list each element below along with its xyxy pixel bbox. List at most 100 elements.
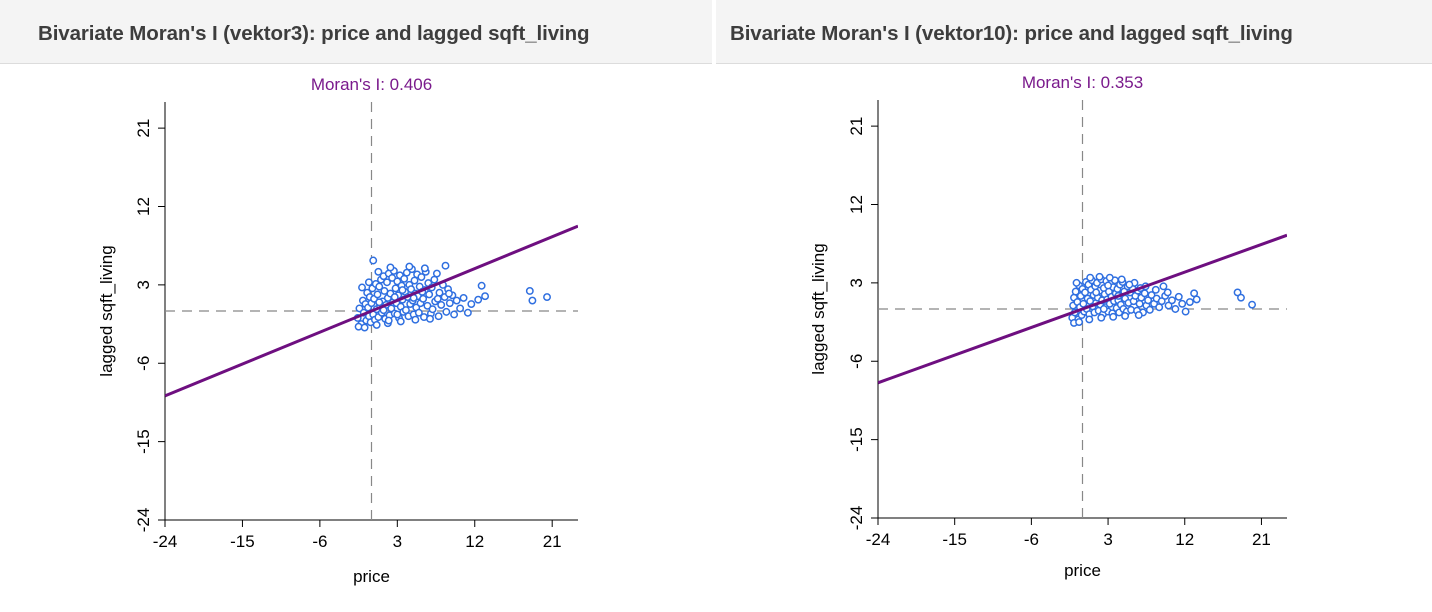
- data-point: [375, 298, 384, 307]
- x-tick-label: 3: [393, 532, 402, 551]
- x-tick-label: 3: [1103, 530, 1112, 549]
- data-point: [444, 289, 453, 298]
- data-point: [1163, 288, 1172, 297]
- x-tick-label: -15: [230, 532, 255, 551]
- data-point: [1145, 305, 1154, 314]
- y-tick-label: -6: [847, 354, 866, 369]
- data-point: [393, 310, 402, 319]
- data-point: [398, 286, 407, 295]
- data-point: [525, 287, 534, 295]
- window-titlebar: Bivariate Moran's I (vektor3): price and…: [0, 0, 712, 64]
- data-point: [1248, 300, 1257, 309]
- scatter-points: [353, 256, 551, 332]
- data-point: [434, 312, 443, 321]
- panel-vektor10: Bivariate Moran's I (vektor10): price an…: [716, 0, 1432, 612]
- y-axis-label: lagged sqft_living: [97, 245, 116, 376]
- y-tick-label: 21: [847, 117, 866, 136]
- data-point: [1164, 301, 1173, 310]
- data-point: [1168, 296, 1176, 305]
- data-point: [372, 320, 381, 329]
- window-title: Bivariate Moran's I (vektor10): price an…: [730, 22, 1293, 45]
- y-tick-label: 21: [134, 119, 153, 138]
- y-tick-label: -15: [134, 429, 153, 454]
- data-point: [1085, 315, 1094, 324]
- data-point: [419, 294, 428, 303]
- scatter-plot-vektor10[interactable]: Moran's I: 0.353 -24 -15 -6 3 12 21 -24 -15 -6 3 12…: [716, 0, 1432, 612]
- data-point: [1071, 287, 1080, 296]
- y-tick-label: -6: [134, 356, 153, 371]
- data-point: [1181, 307, 1190, 316]
- data-point: [432, 269, 441, 278]
- data-point: [1072, 278, 1081, 287]
- data-point: [417, 273, 426, 281]
- data-point: [1105, 273, 1114, 282]
- data-point: [1099, 305, 1108, 313]
- data-point: [452, 296, 461, 305]
- data-point: [388, 273, 397, 282]
- data-point: [364, 278, 373, 287]
- data-point: [1178, 299, 1187, 308]
- data-point: [420, 264, 429, 273]
- data-point: [369, 256, 378, 265]
- data-point: [1125, 280, 1134, 289]
- regression-line: [878, 233, 1287, 385]
- data-point: [1151, 285, 1160, 294]
- data-point: [1075, 318, 1084, 327]
- data-point: [1192, 295, 1201, 304]
- data-point: [441, 261, 450, 270]
- data-point: [437, 300, 446, 309]
- data-point: [1171, 305, 1180, 313]
- scatter-plot-vektor3[interactable]: Moran's I: 0.406 -24 -15 -6 3 12 21 -24 -15 -6 3 12…: [0, 0, 712, 612]
- panel-divider: [712, 0, 716, 612]
- x-tick-label: -15: [942, 530, 967, 549]
- data-point: [1104, 281, 1113, 290]
- x-axis-label: price: [1064, 561, 1101, 580]
- data-point: [1185, 298, 1194, 306]
- y-tick-label: 12: [134, 197, 153, 216]
- data-point: [1159, 282, 1168, 291]
- x-tick-label: 21: [1252, 530, 1271, 549]
- data-point: [450, 310, 459, 319]
- panel-vektor3: Bivariate Moran's I (vektor3): price and…: [0, 0, 712, 612]
- y-tick-label: -24: [847, 506, 866, 531]
- data-point: [375, 282, 384, 291]
- data-point: [426, 314, 434, 323]
- data-point: [1144, 296, 1153, 305]
- y-tick-label: 12: [847, 195, 866, 214]
- data-point: [1079, 299, 1088, 308]
- y-tick-label: -24: [134, 508, 153, 533]
- data-point: [1134, 311, 1143, 320]
- data-point: [1233, 288, 1242, 297]
- data-point: [1174, 292, 1183, 301]
- chart-title: Moran's I: 0.406: [311, 75, 432, 94]
- data-point: [543, 293, 551, 302]
- x-tick-label: 21: [543, 532, 562, 551]
- data-point: [396, 317, 405, 326]
- x-tick-label: 12: [465, 532, 484, 551]
- regression-line: [165, 224, 578, 398]
- data-point: [373, 290, 382, 299]
- data-point: [445, 299, 454, 308]
- y-tick-label: 3: [134, 280, 153, 289]
- data-point: [1157, 297, 1166, 306]
- x-tick-label: -24: [866, 530, 891, 549]
- x-tick-label: 12: [1175, 530, 1194, 549]
- data-point: [442, 307, 451, 316]
- data-point: [358, 283, 366, 292]
- data-point: [477, 281, 486, 290]
- window-titlebar: Bivariate Moran's I (vektor10): price an…: [716, 0, 1432, 64]
- data-point: [423, 301, 432, 310]
- data-point: [1237, 293, 1245, 302]
- x-tick-label: -6: [1024, 530, 1039, 549]
- data-point: [428, 305, 437, 314]
- data-point: [383, 278, 391, 287]
- data-point: [456, 304, 465, 313]
- x-tick-label: -6: [312, 532, 327, 551]
- chart-title: Moran's I: 0.353: [1022, 73, 1143, 92]
- data-point: [433, 294, 442, 303]
- y-axis-label: lagged sqft_living: [809, 243, 828, 374]
- data-point: [1147, 291, 1156, 300]
- data-point: [463, 308, 472, 317]
- data-point: [467, 300, 476, 308]
- data-point: [414, 308, 423, 317]
